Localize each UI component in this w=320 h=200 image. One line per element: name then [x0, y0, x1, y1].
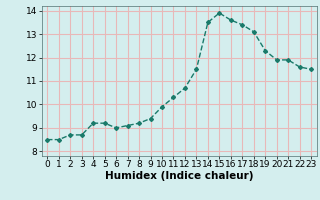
X-axis label: Humidex (Indice chaleur): Humidex (Indice chaleur): [105, 171, 253, 181]
